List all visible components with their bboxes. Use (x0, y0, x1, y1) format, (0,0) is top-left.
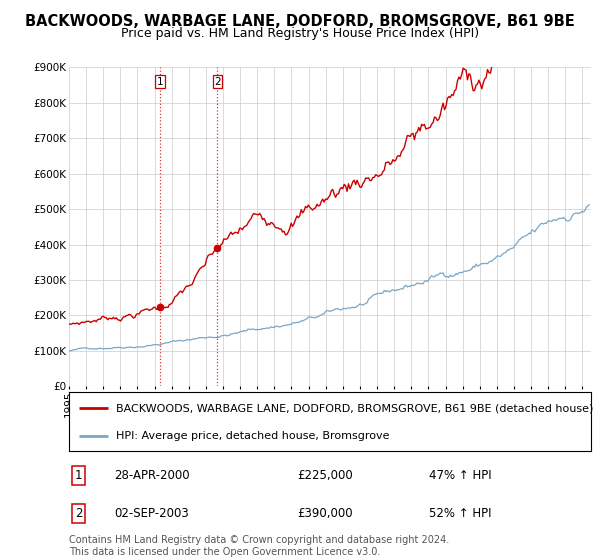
Text: 28-APR-2000: 28-APR-2000 (114, 469, 190, 482)
Text: 1: 1 (157, 77, 163, 87)
Text: 2: 2 (75, 507, 83, 520)
Text: BACKWOODS, WARBAGE LANE, DODFORD, BROMSGROVE, B61 9BE: BACKWOODS, WARBAGE LANE, DODFORD, BROMSG… (25, 14, 575, 29)
Text: 52% ↑ HPI: 52% ↑ HPI (429, 507, 491, 520)
Text: 2: 2 (214, 77, 221, 87)
Text: £390,000: £390,000 (297, 507, 353, 520)
Text: 47% ↑ HPI: 47% ↑ HPI (429, 469, 491, 482)
Text: £225,000: £225,000 (297, 469, 353, 482)
Text: BACKWOODS, WARBAGE LANE, DODFORD, BROMSGROVE, B61 9BE (detached house): BACKWOODS, WARBAGE LANE, DODFORD, BROMSG… (116, 403, 593, 413)
Text: 02-SEP-2003: 02-SEP-2003 (114, 507, 189, 520)
Text: HPI: Average price, detached house, Bromsgrove: HPI: Average price, detached house, Brom… (116, 431, 389, 441)
Text: Price paid vs. HM Land Registry's House Price Index (HPI): Price paid vs. HM Land Registry's House … (121, 27, 479, 40)
Text: Contains HM Land Registry data © Crown copyright and database right 2024.
This d: Contains HM Land Registry data © Crown c… (69, 535, 449, 557)
Text: 1: 1 (75, 469, 83, 482)
